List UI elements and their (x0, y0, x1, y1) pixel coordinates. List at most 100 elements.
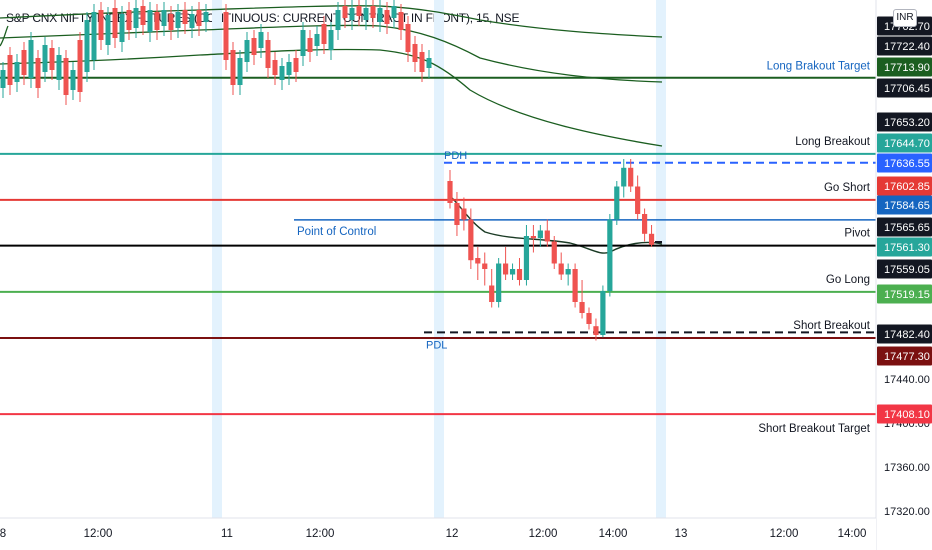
candle-body-18 (572, 269, 578, 302)
candle-body-19 (579, 302, 585, 313)
prev-candle-22 (154, 12, 160, 30)
prev-candle-20 (140, 6, 146, 25)
candle-body-13 (537, 230, 543, 239)
session-bg-2 (656, 0, 666, 518)
prev-candle-31 (230, 50, 236, 85)
prev-candle-48 (349, 8, 355, 20)
prev-candle-35 (258, 32, 264, 48)
session-bg-1 (434, 0, 444, 518)
price-tag-14: 17477.30 (884, 351, 930, 363)
prev-candle-46 (335, 10, 341, 30)
candle-body-29 (648, 233, 655, 245)
prev-candle-57 (412, 44, 418, 62)
price-tag-9: 17565.65 (884, 222, 930, 234)
candle-body-6 (489, 285, 495, 302)
candle-body-10 (516, 269, 523, 280)
price-tag-2: 17713.90 (884, 62, 930, 74)
y-tick-3: 17440.00 (884, 374, 930, 386)
prev-candle-27 (189, 14, 195, 28)
candle-body-22 (600, 291, 606, 335)
prev-candle-52 (377, 8, 383, 22)
price-tag-bg-3 (877, 78, 932, 98)
prev-candle-0 (0, 70, 6, 88)
pdh-label: PDH (444, 150, 467, 162)
price-tag-bg-12 (877, 284, 932, 304)
prev-candle-34 (251, 38, 257, 55)
price-tag-4: 17653.20 (884, 117, 930, 129)
candle-body-23 (607, 219, 613, 291)
prev-candle-36 (265, 40, 271, 68)
price-tag-bg-1 (877, 36, 932, 56)
time-axis: 8 12:00 11 12:00 12 12:00 14:00 13 12:00 14:00 (0, 517, 876, 550)
candle-body-21 (593, 326, 599, 335)
prev-candle-37 (272, 60, 278, 75)
candle-body-2 (461, 208, 467, 220)
prev-candle-14 (98, 10, 104, 40)
candle-body-20 (586, 313, 592, 324)
price-tag-bg-13 (877, 324, 932, 344)
prev-candle-7 (49, 48, 55, 70)
price-tag-bg-6 (877, 153, 932, 173)
prev-candle-30 (223, 12, 229, 60)
candle-body-16 (558, 263, 564, 275)
x-tick-2: 11 (221, 528, 233, 540)
prev-candle-21 (147, 10, 153, 32)
candle-body-14 (544, 230, 550, 242)
candles (0, 0, 655, 341)
level-lines (0, 76, 876, 416)
x-tick-4: 12 (446, 528, 459, 540)
x-tick-1: 12:00 (84, 528, 113, 540)
level-label-2: Go Short (824, 182, 871, 194)
price-tag-bg-11 (877, 259, 932, 279)
x-tick-3: 12:00 (306, 528, 335, 540)
candle-body-27 (635, 186, 641, 214)
prev-candle-56 (405, 24, 411, 52)
candle-body-24 (614, 186, 620, 220)
price-tag-bg-5 (877, 133, 932, 153)
session-backgrounds (212, 0, 666, 518)
level-label-1: Long Breakout (795, 136, 871, 148)
price-tag-12: 17519.15 (884, 289, 930, 301)
prev-candle-54 (391, 6, 397, 18)
x-tick-5: 12:00 (529, 528, 558, 540)
x-tick-9: 14:00 (838, 528, 867, 540)
poc-label: Point of Control (297, 226, 376, 238)
candle-body-8 (503, 263, 509, 275)
price-tag-bg-14 (877, 346, 932, 366)
prev-candle-9 (63, 58, 69, 95)
price-tag-13: 17482.40 (884, 329, 930, 341)
candle-body-9 (509, 269, 516, 275)
candle-body-17 (565, 269, 571, 275)
prev-candle-16 (112, 8, 118, 38)
envelope-band-2 (0, 48, 663, 147)
prev-candle-29 (203, 12, 209, 22)
level-label-0: Long Brakout Target (767, 61, 871, 73)
prev-candle-12 (84, 20, 90, 72)
candle-body-12 (530, 236, 536, 239)
currency-badge[interactable]: INR (893, 9, 917, 27)
prev-candle-38 (279, 66, 285, 80)
prev-candle-45 (328, 30, 334, 50)
candle-body-15 (551, 241, 557, 264)
prev-candle-15 (105, 15, 111, 45)
prev-candle-2 (14, 62, 20, 82)
level-label-4: Go Long (826, 274, 870, 286)
level-label-6: Short Breakout Target (758, 423, 870, 435)
prev-candle-8 (56, 55, 62, 80)
candle-body-28 (642, 214, 648, 234)
candle-body-0 (447, 181, 453, 203)
x-tick-7: 13 (675, 528, 688, 540)
price-tag-10: 17561.30 (884, 242, 930, 254)
y-tick-0: 17320.00 (884, 506, 930, 518)
prev-candle-11 (77, 40, 83, 92)
prev-candle-10 (70, 70, 76, 90)
price-tag-bg-10 (877, 237, 932, 257)
price-tag-bg-7 (877, 176, 932, 196)
prev-candle-58 (419, 52, 425, 72)
prev-candle-51 (370, 6, 376, 18)
prev-candle-26 (182, 10, 188, 24)
prev-candle-47 (342, 6, 348, 18)
prev-candle-28 (196, 10, 202, 26)
prev-candle-19 (133, 8, 139, 28)
